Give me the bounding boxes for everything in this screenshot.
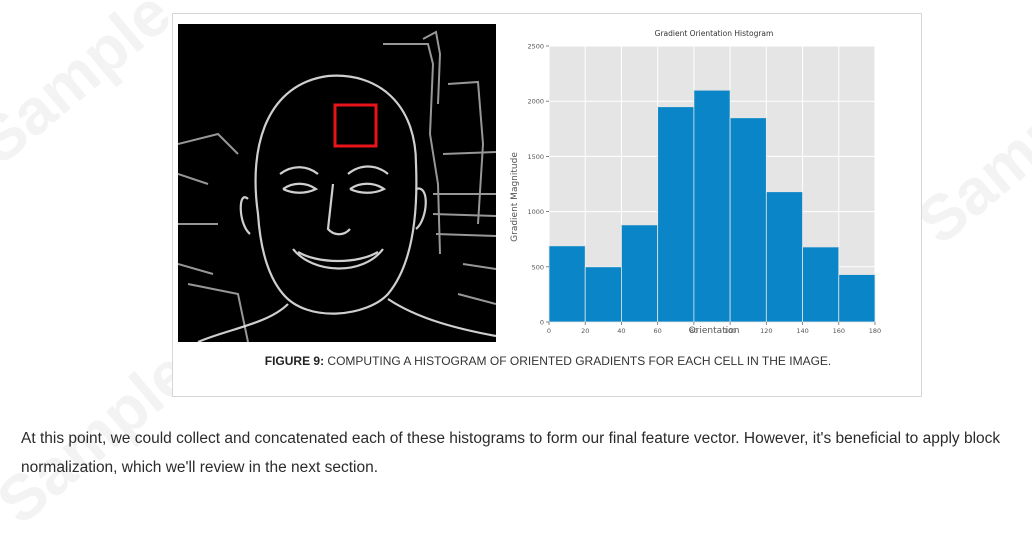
y-tick-label: 1500 <box>527 153 544 161</box>
cell-highlight-box <box>333 103 378 148</box>
x-axis-label: Orientation <box>689 326 740 336</box>
figure: Gradient Orientation Histogram 0 500 1000 1… <box>172 13 922 397</box>
histogram-bar <box>693 89 731 323</box>
caption-label: FIGURE 9: <box>264 354 325 368</box>
histogram-bar <box>765 191 803 323</box>
histogram-bar <box>838 274 876 323</box>
histogram-chart: Gradient Orientation Histogram 0 500 1000 1… <box>505 20 885 344</box>
y-axis-label: Gradient Magnitude <box>510 152 520 242</box>
y-tick-label: 2500 <box>527 43 544 51</box>
histogram-bar <box>729 117 767 323</box>
x-tick-label: 100 <box>724 327 736 335</box>
chart-title: Gradient Orientation Histogram <box>655 29 774 38</box>
x-tick-label: 160 <box>833 327 845 335</box>
y-tick-label: 0 <box>540 319 544 327</box>
caption-text: COMPUTING A HISTOGRAM OF ORIENTED GRADIE… <box>324 354 832 368</box>
histogram-bar <box>657 106 695 323</box>
x-tick-label: 180 <box>869 327 881 335</box>
watermark: Sample <box>0 0 185 178</box>
x-tick-label: 140 <box>796 327 808 335</box>
x-tick-label: 60 <box>654 327 662 335</box>
histogram-svg: Gradient Orientation Histogram 050010001… <box>510 29 881 336</box>
histogram-bar <box>548 245 586 323</box>
x-tick-label: 40 <box>617 327 625 335</box>
y-tick-label: 500 <box>532 263 544 271</box>
body-paragraph: At this point, we could collect and conc… <box>21 429 1001 476</box>
histogram-bar <box>802 246 840 323</box>
gradient-magnitude-image <box>178 24 496 342</box>
x-tick-label: 20 <box>581 327 589 335</box>
y-tick-label: 2000 <box>527 98 544 106</box>
histogram-bar <box>584 266 622 323</box>
x-tick-label: 0 <box>547 327 551 335</box>
x-tick-label: 120 <box>760 327 772 335</box>
histogram-bar <box>621 224 659 323</box>
y-tick-label: 1000 <box>527 208 544 216</box>
watermark: Sample <box>903 56 1032 258</box>
figure-caption: FIGURE 9: COMPUTING A HISTOGRAM OF ORIEN… <box>173 354 923 369</box>
x-tick-label: 80 <box>690 327 698 335</box>
